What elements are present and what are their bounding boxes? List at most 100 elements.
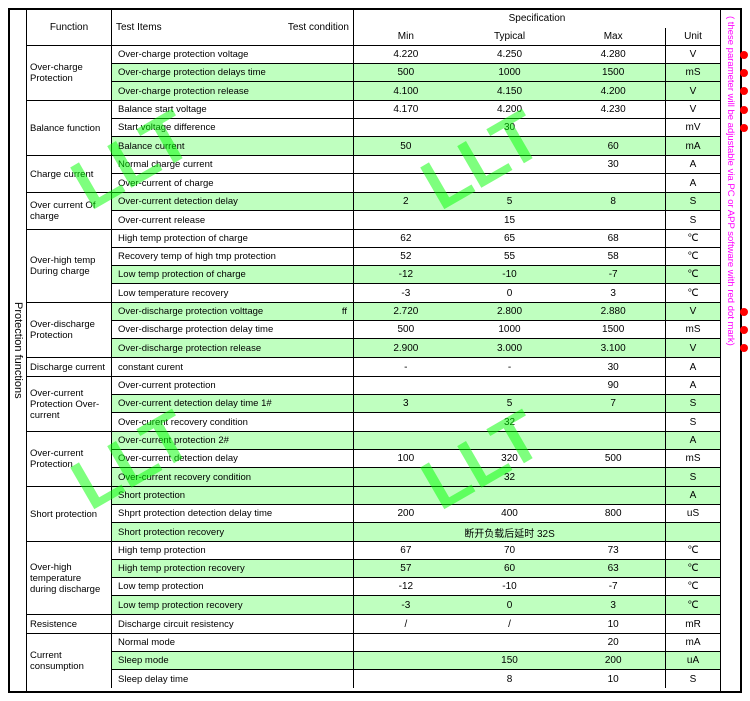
unit-cell: ℃ — [665, 578, 720, 595]
function-name: Over-charge Protection — [27, 46, 112, 100]
unit-cell: ℃ — [665, 596, 720, 614]
value-max: 90 — [561, 377, 665, 394]
header-function: Function — [27, 10, 112, 45]
value-typ: 1000 — [458, 64, 562, 81]
value-min: -12 — [354, 578, 458, 595]
test-item: Low temperature recovery — [112, 284, 354, 302]
test-item: Over-discharge protection release — [112, 339, 354, 357]
value-typ: -10 — [458, 578, 562, 595]
value-typ — [458, 174, 562, 192]
table-row: Over-current protection 2#A — [112, 432, 720, 450]
test-item: High temp protection — [112, 542, 354, 559]
test-item: Over-current recovery condition — [112, 468, 354, 486]
value-min: 50 — [354, 137, 458, 155]
value-min: 4.220 — [354, 46, 458, 63]
value-min: 500 — [354, 321, 458, 338]
test-item: Normal charge current — [112, 156, 354, 173]
table-row: Over-curent recovery condition32S — [112, 413, 720, 431]
unit-cell: A — [665, 487, 720, 504]
test-item: Over-current protection 2# — [112, 432, 354, 449]
value-min: 52 — [354, 248, 458, 265]
unit-cell: mA — [665, 634, 720, 651]
unit-cell: ℃ — [665, 542, 720, 559]
value-max: 10 — [561, 670, 665, 688]
table-row: Low temp protection recovery-303℃ — [112, 596, 720, 614]
test-item: Low temp protection of charge — [112, 266, 354, 283]
value-max: 3 — [561, 284, 665, 302]
value-max: 4.280 — [561, 46, 665, 63]
function-name: Charge current — [27, 156, 112, 192]
value-min: 100 — [354, 450, 458, 467]
table-row: High temp protection677073℃ — [112, 542, 720, 560]
value-max: 1500 — [561, 64, 665, 81]
unit-cell: uS — [665, 505, 720, 522]
value-max: 63 — [561, 560, 665, 577]
test-item: Recovery temp of high tmp protection — [112, 248, 354, 265]
value-typ: 0 — [458, 596, 562, 614]
function-name: Balance function — [27, 101, 112, 155]
spec-table: Protection functions Function Test Items… — [8, 8, 742, 693]
value-max: -7 — [561, 266, 665, 283]
value-min: 2.720 — [354, 303, 458, 320]
red-dot-marker — [740, 308, 748, 316]
section-label: Protection functions — [10, 10, 27, 691]
table-row: Balance start voltage4.1704.2004.230V — [112, 101, 720, 119]
value-min: - — [354, 358, 458, 376]
unit-cell: S — [665, 413, 720, 431]
table-row: Low temperature recovery-303℃ — [112, 284, 720, 302]
value-max: 1500 — [561, 321, 665, 338]
unit-cell: S — [665, 211, 720, 229]
unit-cell: mV — [665, 119, 720, 136]
value-min: 3 — [354, 395, 458, 412]
value-max: 200 — [561, 652, 665, 669]
value-typ: 0 — [458, 284, 562, 302]
unit-cell: V — [665, 339, 720, 357]
value-typ: 320 — [458, 450, 562, 467]
test-item: Over-current detection delay — [112, 450, 354, 467]
value-min — [354, 634, 458, 651]
value-min: 67 — [354, 542, 458, 559]
unit-cell: A — [665, 174, 720, 192]
table-row: Discharge circuit resistency//10mR — [112, 615, 720, 633]
value-max: 4.230 — [561, 101, 665, 118]
function-name: Resistence — [27, 615, 112, 633]
test-item: Over-current detection delay time 1# — [112, 395, 354, 412]
value-min: 62 — [354, 230, 458, 247]
value-typ: 30 — [458, 119, 562, 136]
table-row: Short protection recovery断开负载后延时 32S — [112, 523, 720, 541]
function-group: Over-high temp During chargeHigh temp pr… — [27, 230, 720, 303]
value-max: 2.880 — [561, 303, 665, 320]
value-typ — [458, 137, 562, 155]
table-row: Over-charge protection release4.1004.150… — [112, 82, 720, 100]
table-row: Over-current detection delay100320500mS — [112, 450, 720, 468]
table-row: Over-discharge protection delay time5001… — [112, 321, 720, 339]
value-min: 4.100 — [354, 82, 458, 100]
value-min — [354, 174, 458, 192]
table-row: Over-current of charge A — [112, 174, 720, 192]
value-min: 200 — [354, 505, 458, 522]
unit-cell: S — [665, 395, 720, 412]
function-name: Current consumption — [27, 634, 112, 688]
unit-cell: ℃ — [665, 230, 720, 247]
value-span: 15 — [354, 211, 665, 229]
value-min — [354, 487, 458, 504]
unit-cell: ℃ — [665, 248, 720, 265]
value-typ — [458, 156, 562, 173]
value-min: 2.900 — [354, 339, 458, 357]
test-item: Over-charge protection delays time — [112, 64, 354, 81]
value-typ: - — [458, 358, 562, 376]
test-item: Over-current of charge — [112, 174, 354, 192]
unit-cell: ℃ — [665, 266, 720, 283]
value-min: 2 — [354, 193, 458, 210]
unit-cell: mA — [665, 137, 720, 155]
unit-cell: uA — [665, 652, 720, 669]
function-group: Over-charge ProtectionOver-charge protec… — [27, 46, 720, 101]
value-max — [561, 174, 665, 192]
table-row: Over-discharge protection release2.9003.… — [112, 339, 720, 357]
unit-cell: mR — [665, 615, 720, 633]
function-group: Over current Of chargeOver-current detec… — [27, 193, 720, 230]
value-max — [561, 119, 665, 136]
test-item: Over-current protection — [112, 377, 354, 394]
function-group: Over-current ProtectionOver-current prot… — [27, 432, 720, 487]
unit-cell: S — [665, 468, 720, 486]
